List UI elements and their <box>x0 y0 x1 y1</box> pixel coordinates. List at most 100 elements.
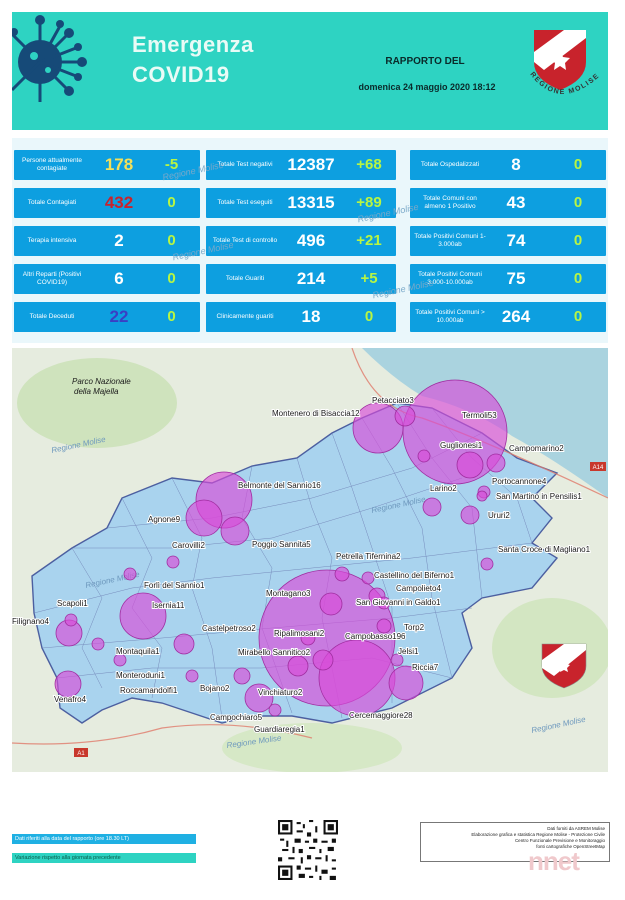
stat-label: Totale Positivi Comuni 1-3.000ab <box>414 233 486 248</box>
bubble-san-martino <box>476 490 488 502</box>
stat-label: Totale Test negativi <box>217 161 273 168</box>
label-montenero: Montenero di Bisaccia12 <box>272 409 360 418</box>
label-bojano: Bojano2 <box>200 684 230 693</box>
label-venafro: Venafro4 <box>54 695 87 704</box>
stat-card-control-tests: Totale Test di controllo 496 +21 <box>206 226 396 256</box>
road-a14-label: A14 <box>593 465 604 471</box>
label-ripalimosani: Ripalimosani2 <box>274 629 325 638</box>
stat-delta: 0 <box>167 232 176 249</box>
label-mirabello: Mirabello Sannitico2 <box>238 648 311 657</box>
header-banner: Emergenza COVID19 RAPPORTO DEL domenica … <box>12 12 608 130</box>
page-title: Emergenza COVID19 <box>132 30 254 90</box>
stat-delta: +89 <box>356 194 382 211</box>
stat-delta: 0 <box>573 156 583 173</box>
bubble-guglionesi <box>417 449 431 463</box>
bubble-campochiaro <box>244 683 274 713</box>
label-belmonte: Belmonte del Sannio16 <box>238 481 321 490</box>
bubble-castelpetroso <box>173 633 195 655</box>
bubble-mirabello <box>312 649 334 671</box>
bubble-ripalimosani <box>300 630 316 646</box>
stat-label: Totale Contagiati <box>27 199 77 206</box>
bubble-campomarino <box>486 453 506 473</box>
bubble-montagano <box>319 592 343 616</box>
credit-line: Elaborazione grafica e statistica Region… <box>471 832 605 837</box>
virus-icon <box>12 15 87 102</box>
stat-value: 264 <box>501 307 531 326</box>
label-roccamandolfi: Roccamandolfi1 <box>120 686 178 695</box>
label-scapoli: Scapoli1 <box>57 599 88 608</box>
credit-line: Centro Funzionale Previsione e Monitorag… <box>514 838 605 843</box>
bubble-larino <box>422 497 442 517</box>
label-riccia: Riccia7 <box>412 663 439 672</box>
bubble-roccamandolfi <box>185 669 199 683</box>
molise-region <box>31 402 559 724</box>
credit-line: Dati forniti da ASREM Molise <box>547 826 605 831</box>
label-guardiaregia: Guardiaregia1 <box>254 725 305 734</box>
stat-label: Totale Test di controllo <box>212 237 278 244</box>
label-monteroduni: Monteroduni1 <box>116 671 165 680</box>
bubble-petacciato <box>394 405 416 427</box>
stat-card-negative-tests: Totale Test negativi 12387 +68 <box>206 150 396 180</box>
stat-value: 432 <box>104 193 134 212</box>
stat-card-intensive-care: Terapia intensiva 2 0 <box>14 226 200 256</box>
bubble-isernia <box>119 592 167 640</box>
stat-card-total-infected: Totale Contagiati 432 0 <box>14 188 200 218</box>
bubble-scapoli <box>64 613 78 627</box>
label-torp: Torp2 <box>404 623 425 632</box>
publisher-logo: nnet <box>528 846 580 876</box>
bubble-jelsi <box>390 653 404 667</box>
stat-value: 74 <box>506 231 526 250</box>
label-montaquila: Montaquila1 <box>116 647 160 656</box>
stat-value: 75 <box>506 269 526 288</box>
stat-value: 6 <box>114 269 124 288</box>
label-isernia: Isernia11 <box>152 601 185 610</box>
stat-label: Totale Positivi Comuni > 10.000ab <box>415 309 485 324</box>
stat-card-positives-medium-towns: Totale Positivi Comuni 3.000-10.000ab 75… <box>410 264 606 294</box>
stat-label: Persone attualmente contagiate <box>22 157 82 172</box>
stat-label: Clinicamente guariti <box>216 313 274 320</box>
stat-delta: 0 <box>573 232 583 249</box>
label-termoli: Termoli53 <box>462 411 497 420</box>
stat-value: 8 <box>511 155 521 174</box>
stat-delta: +68 <box>356 156 382 173</box>
road-a1-label: A1 <box>77 751 85 757</box>
bubble-castellino <box>361 571 375 585</box>
stat-label: Totale Ospedalizzati <box>420 161 480 168</box>
stat-value: 18 <box>301 307 321 326</box>
title-line-1: Emergenza <box>132 32 254 57</box>
bubble-carovilli <box>166 555 180 569</box>
stat-card-currently-infected: Persone attualmente contagiate 178 -5 <box>14 150 200 180</box>
stat-card-positives-small-towns: Totale Positivi Comuni 1-3.000ab 74 0 <box>410 226 606 256</box>
label-agnone: Agnone9 <box>148 515 181 524</box>
bubble-montenero <box>352 402 404 454</box>
label-montagano: Montagano3 <box>266 589 311 598</box>
stat-delta: +5 <box>360 270 378 287</box>
stat-label: Totale Comuni con almeno 1 Positivo <box>423 195 477 210</box>
label-guglionesi: Guglionesi1 <box>440 441 483 450</box>
label-campomarino: Campomarino2 <box>509 444 564 453</box>
bubble-monteroduni <box>91 637 105 651</box>
stat-card-clinically-recovered: Clinicamente guariti 18 0 <box>206 302 396 332</box>
title-line-2: COVID19 <box>132 62 230 87</box>
stat-delta: 0 <box>364 308 374 325</box>
credit-line: fonti cartografiche OpenStreetMap <box>536 844 605 849</box>
stat-label: Terapia intensiva <box>27 237 77 244</box>
stat-value: 496 <box>296 231 326 250</box>
stat-card-municipalities-positive: Totale Comuni con almeno 1 Positivo 43 0 <box>410 188 606 218</box>
label-santa-croce: Santa Croce di Magliano1 <box>498 545 591 554</box>
stat-value: 12387 <box>287 155 335 174</box>
bubble-ururi <box>460 505 480 525</box>
bubble-vinchiaturo <box>287 655 309 677</box>
park-label-2: della Majella <box>74 387 119 396</box>
qr-code-icon[interactable] <box>278 820 338 880</box>
bubble-san-giovanni <box>377 596 391 610</box>
bubble-petrella <box>334 566 350 582</box>
label-portocannone: Portocannone4 <box>492 477 547 486</box>
regione-molise-shield-icon: REGIONE MOLISE <box>529 30 600 96</box>
stat-label: Totale Test eseguiti <box>217 199 273 206</box>
bubble-santa-croce <box>480 557 494 571</box>
stat-delta: 0 <box>167 194 176 211</box>
label-cercemaggiore: Cercemaggiore28 <box>349 711 413 720</box>
label-forli: Forlì del Sannio1 <box>144 581 205 590</box>
label-carovilli: Carovilli2 <box>172 541 205 550</box>
